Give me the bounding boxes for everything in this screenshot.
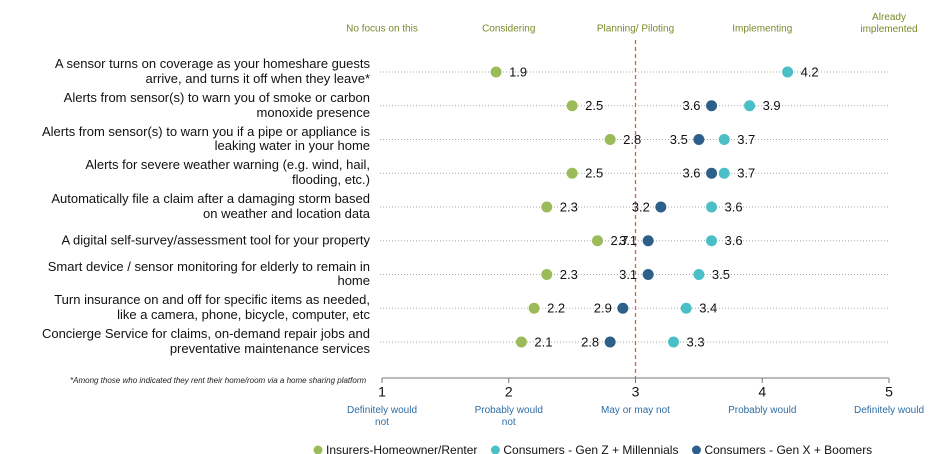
dot: [591, 235, 603, 247]
legend-label: Insurers-Homeowner/Renter: [326, 443, 477, 454]
dot: [693, 134, 705, 145]
category-label: Turn insurance on and off for specific i…: [54, 292, 370, 323]
value-label: 3.7: [737, 132, 755, 147]
value-label: 3.1: [619, 233, 637, 248]
dot: [604, 336, 616, 348]
dot: [642, 269, 654, 280]
top-label: Planning/ Piloting: [596, 23, 675, 35]
value-label: 2.8: [581, 334, 599, 349]
top-label: Considering: [482, 23, 536, 35]
legend-label: Consumers - Gen Z + Millennials: [503, 443, 678, 454]
category-label: Concierge Service for claims, on-demand …: [41, 326, 370, 356]
x-tick-label: 4: [758, 384, 766, 400]
value-label: 2.9: [594, 301, 612, 316]
category-label: Automatically file a claim after a damag…: [51, 191, 370, 221]
legend-label: Consumers - Gen X + Boomers: [704, 443, 872, 454]
value-label: 2.5: [585, 166, 603, 181]
value-label: 3.6: [725, 233, 743, 248]
value-label: 3.1: [619, 267, 637, 282]
value-label: 3.2: [632, 199, 650, 214]
dot: [642, 235, 654, 247]
dot: [668, 336, 680, 348]
dot: [680, 302, 692, 314]
dot: [706, 235, 718, 247]
category-label: Alerts from sensor(s) to warn you if a p…: [41, 123, 370, 154]
bottom-label: Probably would not: [474, 405, 543, 428]
value-label: 3.9: [763, 98, 781, 113]
category-label: A sensor turns on coverage as your homes…: [54, 56, 370, 86]
bottom-label: Definitely would: [853, 405, 925, 416]
dot: [693, 269, 705, 280]
dot: [566, 100, 578, 112]
dot: [528, 302, 540, 314]
dot: [490, 66, 502, 78]
dot: [566, 167, 578, 179]
dot: [655, 201, 667, 213]
footnote: *Among those who indicated they rent the…: [70, 376, 367, 385]
bottom-label: May or may not: [601, 405, 670, 416]
value-label: 2.3: [560, 199, 578, 214]
value-label: 3.3: [687, 334, 705, 349]
bottom-label: Probably would: [728, 405, 797, 416]
value-label: 3.5: [712, 267, 730, 282]
value-label: 2.5: [585, 98, 603, 113]
x-tick-label: 5: [885, 384, 893, 400]
category-label: Alerts for severe weather warning (e.g. …: [85, 157, 370, 188]
dot: [617, 302, 629, 314]
value-label: 2.3: [560, 267, 578, 282]
value-label: 3.4: [699, 301, 717, 316]
legend-marker: [490, 445, 500, 454]
value-label: 2.2: [547, 301, 565, 316]
x-tick-label: 2: [505, 384, 513, 400]
value-label: 3.6: [725, 199, 743, 214]
value-label: 3.6: [682, 98, 700, 113]
x-tick-label: 1: [378, 384, 386, 400]
value-label: 3.5: [670, 132, 688, 147]
dot: [706, 100, 718, 112]
legend-marker: [691, 445, 701, 454]
dot: [604, 134, 616, 145]
value-label: 2.7: [610, 233, 628, 248]
value-label: 2.1: [534, 334, 552, 349]
category-label: Alerts from sensor(s) to warn you of smo…: [63, 89, 370, 120]
dot: [541, 201, 553, 213]
value-label: 3.6: [682, 166, 700, 181]
value-label: 4.2: [801, 64, 819, 79]
dot: [718, 134, 730, 145]
dot: [744, 100, 756, 112]
legend-marker: [313, 445, 323, 454]
dot: [541, 269, 553, 280]
value-label: 3.7: [737, 166, 755, 181]
category-label: Smart device / sensor monitoring for eld…: [47, 258, 370, 289]
category-label: A digital self-survey/assessment tool fo…: [61, 232, 370, 248]
dot: [718, 167, 730, 179]
dot: [782, 66, 794, 78]
x-tick-label: 3: [632, 384, 640, 400]
dot: [515, 336, 527, 348]
dot: [706, 167, 718, 179]
top-label: Implementing: [732, 23, 793, 35]
dot: [706, 201, 718, 213]
value-label: 1.9: [509, 64, 527, 79]
bottom-label: Definitely would not: [346, 405, 418, 428]
value-label: 2.8: [623, 132, 641, 147]
top-label: Already implemented: [860, 12, 918, 35]
top-label: No focus on this: [346, 23, 418, 35]
